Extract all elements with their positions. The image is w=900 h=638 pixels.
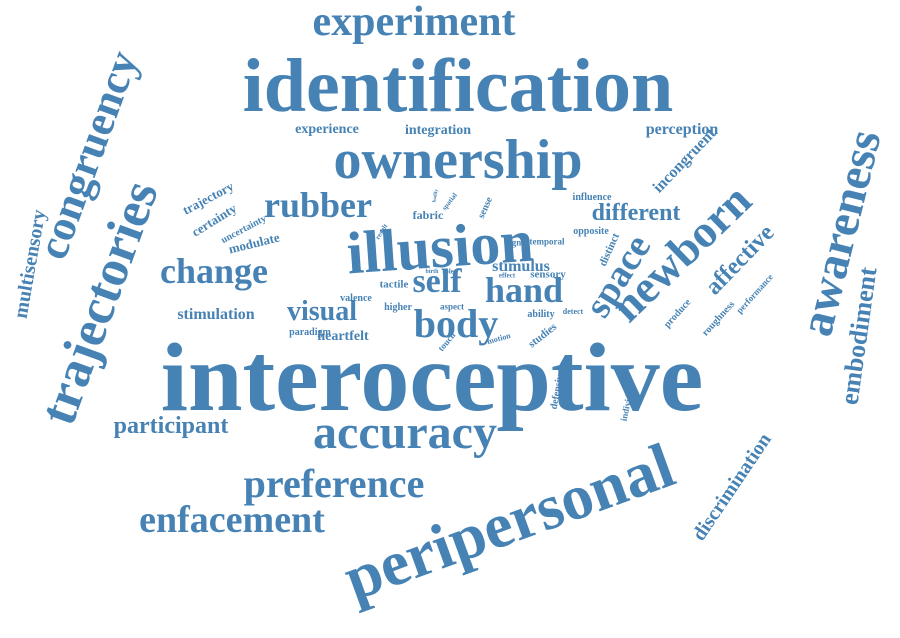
word-role: role [442, 267, 454, 276]
word-hand: hand [484, 270, 564, 310]
word-bodily: bodily [432, 188, 440, 204]
word-tactile: tactile [379, 278, 409, 291]
word-interoceptive: interoceptive [160, 324, 704, 432]
word-participant: participant [113, 413, 229, 439]
word-fabric: fabric [412, 208, 444, 222]
word-experiment: experiment [312, 0, 516, 45]
word-heartfelt: heartfelt [317, 329, 369, 344]
word-identification: identification [242, 44, 674, 128]
word-rubber: rubber [264, 185, 372, 225]
word-birth: birth [425, 269, 439, 275]
word-ability: ability [527, 309, 555, 320]
word-accuracy: accuracy [313, 406, 497, 459]
word-visual: visual [286, 296, 358, 327]
word-different: different [591, 200, 681, 226]
word-perception: perception [645, 121, 719, 138]
word-stimulation: stimulation [177, 306, 255, 323]
word-change: change [160, 251, 268, 291]
word-signal: signal [505, 237, 529, 248]
word-spatial: spatial [440, 191, 459, 212]
word-higher: higher [384, 302, 412, 313]
word-peripersonal: peripersonal [334, 429, 684, 614]
word-integration: integration [404, 123, 472, 138]
word-valence: valence [340, 293, 372, 304]
word-ownership: ownership [333, 129, 583, 191]
word-detect: detect [562, 307, 584, 316]
word-self: self [412, 263, 462, 300]
word-performance: performance [734, 271, 775, 316]
word-aspect: aspect [440, 301, 464, 312]
word-influence: influence [572, 192, 612, 203]
word-discrimination: discrimination [688, 429, 776, 545]
word-body: body [413, 301, 499, 346]
word-temporal: temporal [529, 236, 565, 247]
word-preference: preference [243, 461, 425, 506]
word-sensory: sensory [530, 268, 566, 281]
word-multisensory: multisensory [9, 207, 51, 321]
word-enfacement: enfacement [139, 499, 325, 541]
word-experience: experience [295, 122, 359, 137]
word-roughness: roughness [700, 298, 738, 339]
word-opposite: opposite [573, 226, 609, 237]
word-stimulus: stimulus [492, 258, 550, 275]
word-paradigm: paradigm [289, 327, 331, 338]
word-effect: effect [498, 271, 516, 280]
